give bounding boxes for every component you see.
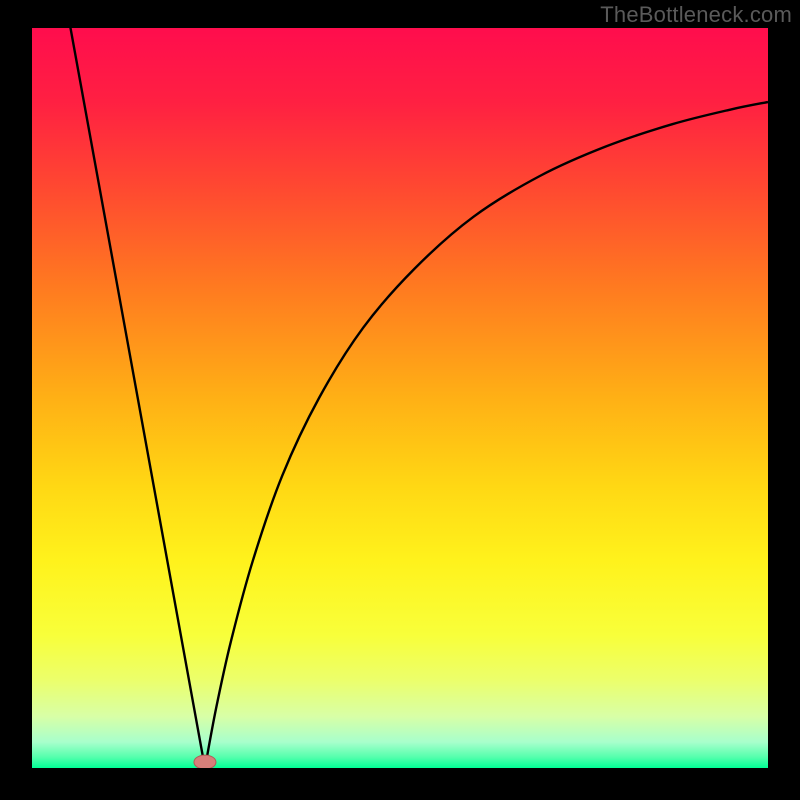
chart-container: TheBottleneck.com (0, 0, 800, 800)
gradient-background (32, 28, 768, 768)
watermark-text: TheBottleneck.com (600, 2, 792, 28)
minimum-marker (194, 755, 216, 768)
plot-area (32, 28, 768, 768)
